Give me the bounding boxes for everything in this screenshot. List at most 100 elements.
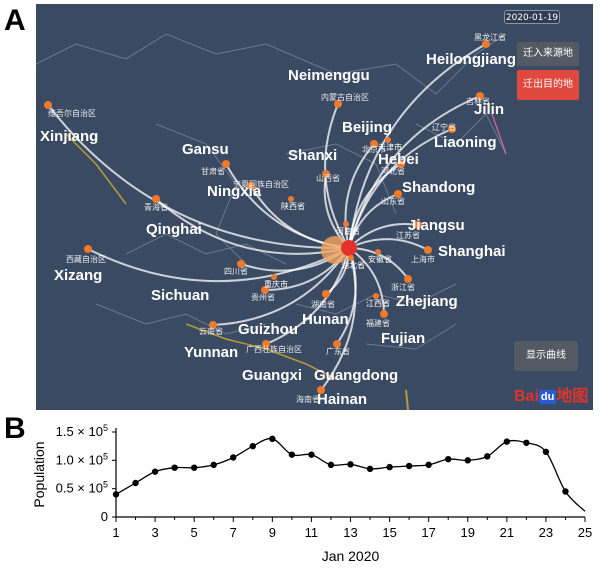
y-tick-label: 1.5 × 105 bbox=[56, 423, 108, 439]
data-point bbox=[308, 451, 315, 458]
migration-flow-line bbox=[320, 247, 357, 391]
panel-a-label: A bbox=[4, 4, 26, 37]
minor-node bbox=[375, 249, 381, 255]
destination-button[interactable]: 迁出目的地 bbox=[517, 70, 579, 100]
migration-flow-line bbox=[348, 43, 487, 249]
x-tick-label: 11 bbox=[305, 525, 319, 540]
province-label: Zhejiang bbox=[396, 293, 458, 310]
x-tick-label: 5 bbox=[191, 525, 198, 540]
province-label: Hainan bbox=[317, 391, 367, 408]
coast-border bbox=[491, 113, 507, 155]
migration-map[interactable]: Xinjiang 维吾尔自治区 Gansu 甘肃省 Neimenggu 内蒙古自治区 Hei… bbox=[36, 4, 593, 410]
province-node bbox=[370, 140, 378, 148]
province-label: Gansu bbox=[182, 141, 229, 158]
border-line bbox=[265, 33, 507, 95]
minor-province-label: 江西省 bbox=[366, 298, 390, 308]
border-line bbox=[155, 123, 247, 265]
migration-flow-line bbox=[348, 163, 402, 249]
province-local-label: 广东省 bbox=[326, 346, 350, 356]
province-node bbox=[414, 221, 422, 229]
source-origin-button[interactable]: 迁入来源地 bbox=[517, 42, 579, 66]
x-tick-label: 15 bbox=[382, 525, 396, 540]
x-tick-label: 23 bbox=[539, 525, 553, 540]
province-label: Fujian bbox=[381, 330, 425, 347]
data-point bbox=[171, 464, 178, 471]
minor-province-label: 湖北省 bbox=[341, 260, 365, 270]
x-tick-label: 19 bbox=[461, 525, 475, 540]
migration-flow-line bbox=[344, 143, 375, 249]
migration-flow-line bbox=[348, 238, 429, 251]
x-tick-label: 25 bbox=[578, 525, 592, 540]
province-label: Jiangsu bbox=[408, 217, 465, 234]
y-tick-label: 0 bbox=[101, 509, 108, 524]
y-axis-title: Population bbox=[31, 441, 47, 507]
data-point bbox=[562, 488, 569, 495]
origin-glow bbox=[321, 236, 349, 264]
province-node bbox=[152, 195, 160, 203]
province-node bbox=[482, 40, 490, 48]
y-tick-label: 0.5 × 105 bbox=[56, 480, 108, 496]
show-curve-button[interactable]: 显示曲线 bbox=[514, 341, 578, 371]
province-local-label: 内蒙古自治区 bbox=[321, 92, 369, 102]
province-node bbox=[209, 321, 217, 329]
x-tick-label: 7 bbox=[230, 525, 237, 540]
minor-node bbox=[373, 293, 379, 299]
province-node bbox=[84, 245, 92, 253]
x-tick-label: 9 bbox=[269, 525, 276, 540]
map-background bbox=[36, 4, 593, 410]
province-label: Shandong bbox=[402, 179, 475, 196]
origin-marker-wuhan bbox=[341, 240, 357, 256]
province-local-label: 辽宁省 bbox=[432, 122, 456, 132]
province-node bbox=[237, 260, 245, 268]
migration-flow-line bbox=[87, 247, 350, 283]
province-local-label: 青海省 bbox=[144, 202, 168, 212]
province-local-label: 甘肃省 bbox=[201, 166, 225, 176]
province-label: Xinjiang bbox=[40, 128, 98, 145]
province-node bbox=[397, 160, 405, 168]
province-label: Yunnan bbox=[184, 344, 238, 361]
province-label: Ningxia bbox=[207, 183, 262, 200]
data-point bbox=[112, 491, 120, 498]
border-line bbox=[365, 323, 457, 350]
province-local-label: 浙江省 bbox=[391, 282, 415, 292]
data-point bbox=[366, 465, 374, 473]
minor-node bbox=[343, 221, 349, 227]
province-local-label: 湖南省 bbox=[311, 299, 335, 309]
baidu-map-logo: Bai du 地图 bbox=[514, 382, 592, 406]
border-line bbox=[95, 303, 267, 335]
province-local-label: 西藏自治区 bbox=[66, 254, 106, 264]
province-local-label: 江苏省 bbox=[396, 230, 420, 240]
x-tick-label: 17 bbox=[421, 525, 435, 540]
province-label: Shanghai bbox=[438, 243, 506, 260]
province-node bbox=[334, 100, 342, 108]
logo-text-du: du bbox=[538, 389, 557, 404]
province-local-label: 黑龙江省 bbox=[474, 32, 506, 42]
map-canvas: Xinjiang 维吾尔自治区 Gansu 甘肃省 Neimenggu 内蒙古自治区 Hei… bbox=[36, 4, 593, 410]
province-node bbox=[476, 92, 484, 100]
minor-node bbox=[348, 255, 354, 261]
date-display: 2020-01-19 bbox=[504, 10, 560, 24]
data-point bbox=[230, 454, 237, 461]
national-border bbox=[185, 323, 337, 380]
national-border bbox=[405, 389, 409, 410]
migration-flow-line bbox=[265, 247, 350, 345]
province-label: Guangxi bbox=[242, 367, 302, 384]
province-node bbox=[261, 286, 269, 294]
province-local-label: 河北省 bbox=[381, 166, 405, 176]
province-node bbox=[322, 170, 330, 178]
national-border bbox=[65, 133, 127, 205]
province-local-label: 吉林省 bbox=[466, 96, 490, 106]
province-label: Hebei bbox=[378, 151, 419, 168]
province-label: Hunan bbox=[302, 311, 349, 328]
province-node bbox=[333, 340, 341, 348]
population-series-line bbox=[115, 437, 586, 512]
province-local-label: 维吾尔自治区 bbox=[48, 108, 96, 118]
data-point bbox=[464, 457, 471, 464]
data-point bbox=[523, 439, 530, 446]
data-point bbox=[210, 461, 217, 469]
border-line bbox=[285, 143, 397, 215]
x-tick-label: 13 bbox=[343, 525, 357, 540]
province-local-label: 山西省 bbox=[316, 173, 340, 183]
province-label: Heilongjiang bbox=[426, 51, 516, 68]
